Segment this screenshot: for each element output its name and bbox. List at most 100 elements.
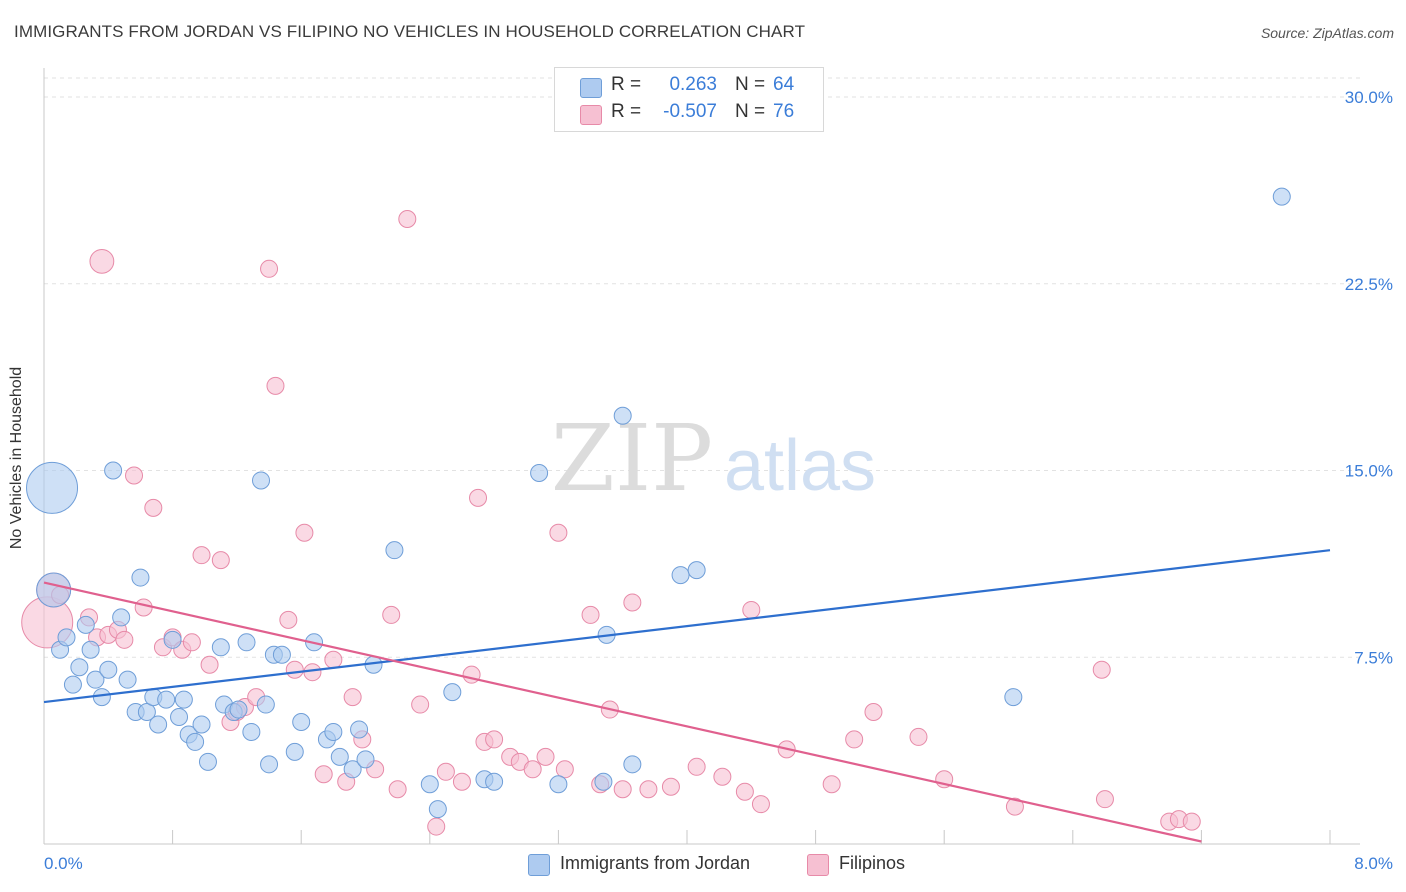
data-point-filipinos — [89, 248, 115, 274]
data-point-filipinos — [469, 488, 488, 507]
data-point-filipinos — [115, 630, 134, 649]
data-point-jordan — [174, 690, 193, 709]
data-point-jordan — [420, 775, 439, 794]
data-point-jordan — [131, 568, 150, 587]
data-point-jordan — [170, 708, 189, 727]
data-point-jordan — [613, 406, 632, 425]
data-point-jordan — [26, 461, 79, 514]
data-point-filipinos — [523, 760, 542, 779]
r-value: -0.507 — [663, 101, 717, 122]
data-point-filipinos — [260, 259, 279, 278]
data-point-filipinos — [303, 663, 322, 682]
data-point-jordan — [76, 615, 95, 634]
data-point-filipinos — [388, 780, 407, 799]
data-point-jordan — [623, 755, 642, 774]
data-point-filipinos — [555, 760, 574, 779]
data-point-jordan — [285, 742, 304, 761]
y-tick-label: 22.5% — [1345, 275, 1393, 294]
data-point-filipinos — [1095, 790, 1114, 809]
series-legend: Immigrants from Jordan Filipinos — [0, 852, 1406, 878]
data-point-filipinos — [452, 772, 471, 791]
data-point-filipinos — [613, 780, 632, 799]
data-point-filipinos — [144, 498, 163, 517]
x-tick-label: 0.0% — [44, 854, 83, 873]
data-point-jordan — [70, 658, 89, 677]
data-point-jordan — [86, 670, 105, 689]
data-point-filipinos — [909, 727, 928, 746]
data-point-filipinos — [1005, 797, 1024, 816]
data-point-filipinos — [200, 655, 219, 674]
data-point-jordan — [137, 703, 156, 722]
data-point-jordan — [428, 800, 447, 819]
data-point-filipinos — [581, 605, 600, 624]
data-point-jordan — [687, 561, 706, 580]
n-value: 76 — [773, 101, 795, 122]
data-point-filipinos — [211, 551, 230, 570]
series-jordan-points — [26, 187, 1291, 819]
data-point-jordan — [272, 645, 291, 664]
data-point-jordan — [57, 628, 76, 647]
data-point-filipinos — [549, 523, 568, 542]
r-label: R = — [611, 74, 642, 95]
data-point-jordan — [530, 463, 549, 482]
data-point-jordan — [211, 638, 230, 657]
watermark-zip: ZIP — [551, 405, 713, 512]
data-point-filipinos — [279, 610, 298, 629]
tick-labels: 7.5% 15.0% 22.5% 30.0% 0.0% 8.0% — [44, 88, 1393, 873]
data-point-jordan — [192, 715, 211, 734]
trend-lines — [43, 549, 1331, 843]
data-point-filipinos — [295, 523, 314, 542]
data-point-jordan — [92, 688, 111, 707]
data-point-jordan — [104, 461, 123, 480]
data-point-filipinos — [687, 757, 706, 776]
n-label: N = — [735, 74, 766, 95]
data-point-jordan — [292, 712, 311, 731]
data-point-filipinos — [125, 466, 144, 485]
data-point-filipinos — [427, 817, 446, 836]
data-point-filipinos — [266, 376, 285, 395]
filipinos-legend-swatch — [807, 854, 829, 876]
data-point-filipinos — [742, 600, 761, 619]
data-point-jordan — [242, 722, 261, 741]
data-point-filipinos — [661, 777, 680, 796]
data-point-jordan — [186, 732, 205, 751]
watermark-atlas: atlas — [724, 426, 876, 506]
jordan-legend-swatch — [528, 854, 550, 876]
data-point-jordan — [36, 572, 72, 608]
data-point-filipinos — [713, 767, 732, 786]
data-point-jordan — [324, 722, 343, 741]
data-point-jordan — [1272, 187, 1291, 206]
data-point-filipinos — [822, 775, 841, 794]
data-point-filipinos — [192, 546, 211, 565]
data-point-filipinos — [864, 703, 883, 722]
data-point-jordan — [157, 690, 176, 709]
data-point-jordan — [343, 760, 362, 779]
data-point-filipinos — [314, 765, 333, 784]
legend-label-filipinos: Filipinos — [839, 853, 906, 873]
data-point-filipinos — [1182, 812, 1201, 831]
y-tick-label: 15.0% — [1345, 462, 1393, 481]
data-point-filipinos — [1092, 660, 1111, 679]
data-point-jordan — [149, 715, 168, 734]
data-point-jordan — [118, 670, 137, 689]
data-point-jordan — [237, 633, 256, 652]
y-tick-label: 7.5% — [1354, 648, 1393, 667]
data-point-jordan — [485, 772, 504, 791]
n-value: 64 — [773, 74, 795, 95]
data-point-filipinos — [751, 795, 770, 814]
data-point-jordan — [163, 630, 182, 649]
axes — [43, 68, 1360, 845]
jordan-swatch — [580, 78, 602, 98]
data-point-jordan — [99, 660, 118, 679]
data-point-filipinos — [536, 747, 555, 766]
stats-legend: R = 0.263 N = 64 R = -0.507 N = 76 — [554, 67, 824, 132]
r-label: R = — [611, 101, 642, 122]
data-point-jordan — [549, 775, 568, 794]
data-point-filipinos — [623, 593, 642, 612]
chart-title: IMMIGRANTS FROM JORDAN VS FILIPINO NO VE… — [14, 22, 806, 41]
filipinos-swatch — [580, 105, 602, 125]
source-label: Source: ZipAtlas.com — [1260, 25, 1394, 41]
data-point-jordan — [671, 566, 690, 585]
data-point-jordan — [198, 752, 217, 771]
